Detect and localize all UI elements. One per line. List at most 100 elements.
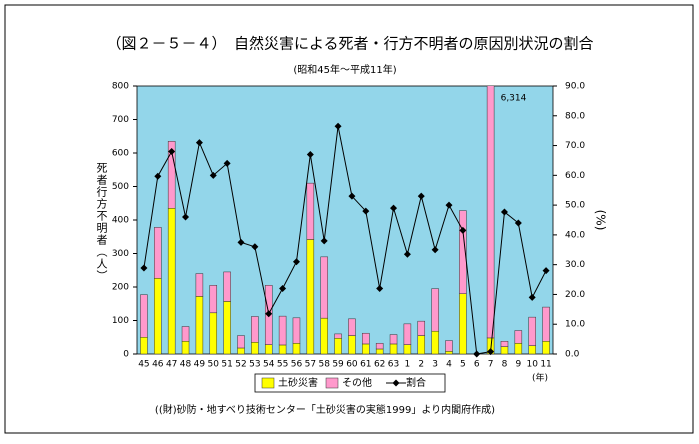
bar-segment <box>264 344 273 354</box>
bar-segment <box>320 317 328 354</box>
bar-segment <box>403 344 412 354</box>
bars <box>140 86 550 354</box>
x-tick-label: 62 <box>374 360 385 370</box>
y-axis-label: 死者行方不明者（人） <box>95 162 108 282</box>
line-marker <box>320 237 328 245</box>
y-tick-label: 100 <box>112 316 129 326</box>
line-marker <box>279 284 287 292</box>
bar-segment <box>514 343 523 354</box>
line-marker <box>306 150 314 158</box>
y2-tick-label: 70.0 <box>565 141 585 151</box>
x-tick-label: 9 <box>515 360 521 370</box>
bar-segment <box>306 239 315 354</box>
x-tick-label: 59 <box>332 360 344 370</box>
bar-segment <box>278 315 287 346</box>
x-tick-label: 52 <box>235 360 246 370</box>
bar-segment <box>500 341 509 347</box>
bar-segment <box>362 332 370 345</box>
line-marker <box>473 350 481 358</box>
bar-segment <box>417 335 426 354</box>
line-marker <box>237 238 245 246</box>
legend-marker <box>392 379 400 387</box>
bar-segment <box>195 296 204 354</box>
bar-segment <box>459 293 467 354</box>
line-marker <box>140 264 148 272</box>
bar-segment <box>278 344 287 354</box>
line-marker <box>417 192 425 200</box>
y2-tick-label: 20.0 <box>565 290 585 300</box>
x-tick-label: 3 <box>432 360 438 370</box>
line-marker <box>500 208 508 216</box>
line-marker <box>542 267 550 275</box>
line-marker <box>195 139 203 147</box>
source-note: ((財)砂防・地すべり技術センター「土砂災害の実態1999」より内閣府作成) <box>155 403 495 416</box>
bar-segment <box>140 337 148 354</box>
line-marker <box>251 243 259 251</box>
bar-segment <box>362 343 370 354</box>
line-marker <box>459 226 467 234</box>
bar-segment <box>209 312 218 354</box>
x-tick-label: 45 <box>138 360 149 370</box>
bar-segment <box>431 288 439 332</box>
legend-label: 割合 <box>406 376 426 389</box>
bar-segment <box>528 345 536 354</box>
line-marker <box>431 246 439 254</box>
x-tick-label: 2 <box>418 360 424 370</box>
line-marker <box>265 310 273 318</box>
line-marker <box>223 159 231 167</box>
line-marker <box>445 201 453 209</box>
line-marker <box>362 207 370 215</box>
line-marker <box>376 284 384 292</box>
bar-segment <box>375 348 384 354</box>
line-marker <box>348 192 356 200</box>
y2-tick-label: 50.0 <box>565 201 585 211</box>
chart-subtitle: (昭和45年～平成11年) <box>293 63 396 76</box>
y2-tick-label: 60.0 <box>565 171 585 181</box>
y-tick-label: 200 <box>112 283 129 293</box>
legend-label: その他 <box>342 376 372 389</box>
x-tick-label: 54 <box>263 360 275 370</box>
bar-segment <box>237 347 245 354</box>
x-tick-label: 5 <box>460 360 466 370</box>
legend-swatch <box>325 377 339 389</box>
bar-segment <box>486 86 495 339</box>
bar-segment <box>403 323 412 345</box>
x-tick-label: 7 <box>488 360 494 370</box>
bar-segment <box>417 320 426 336</box>
plot-area <box>136 85 554 355</box>
bar-segment <box>500 346 509 354</box>
bar-segment <box>389 343 398 354</box>
y2-tick-label: 30.0 <box>565 260 585 270</box>
legend-box <box>254 373 446 393</box>
bar-segment <box>431 330 439 354</box>
bar-segment <box>445 340 453 352</box>
bar-segment <box>306 182 315 240</box>
x-tick-label: 1 <box>405 360 411 370</box>
x-tick-label: 6 <box>474 360 480 370</box>
x-tick-label: 58 <box>318 360 330 370</box>
annotation: 6,314 <box>501 94 527 104</box>
bar-segment <box>181 341 190 354</box>
line-marker <box>168 148 176 156</box>
bar-segment <box>167 141 176 209</box>
bar-segment <box>445 351 453 354</box>
bar-segment <box>375 343 384 350</box>
bar-segment <box>389 334 398 345</box>
line-marker <box>154 172 162 180</box>
x-tick-label: 61 <box>360 360 371 370</box>
x-tick-label: 47 <box>166 360 177 370</box>
bar-segment <box>334 333 342 339</box>
y-tick-label: 800 <box>112 82 129 92</box>
bar-segment <box>251 316 259 343</box>
line-marker <box>182 213 190 221</box>
x-tick-label: 48 <box>180 360 192 370</box>
y2-axis-label: (%) <box>594 210 608 231</box>
y-tick-label: 700 <box>112 115 129 125</box>
bar-segment <box>237 335 245 349</box>
legend-label: 土砂災害 <box>278 376 318 389</box>
y2-tick-label: 0.0 <box>565 350 580 360</box>
bar-segment <box>154 227 162 279</box>
bar-segment <box>223 301 231 354</box>
line-marker <box>292 258 300 266</box>
x-tick-label: 56 <box>291 360 303 370</box>
